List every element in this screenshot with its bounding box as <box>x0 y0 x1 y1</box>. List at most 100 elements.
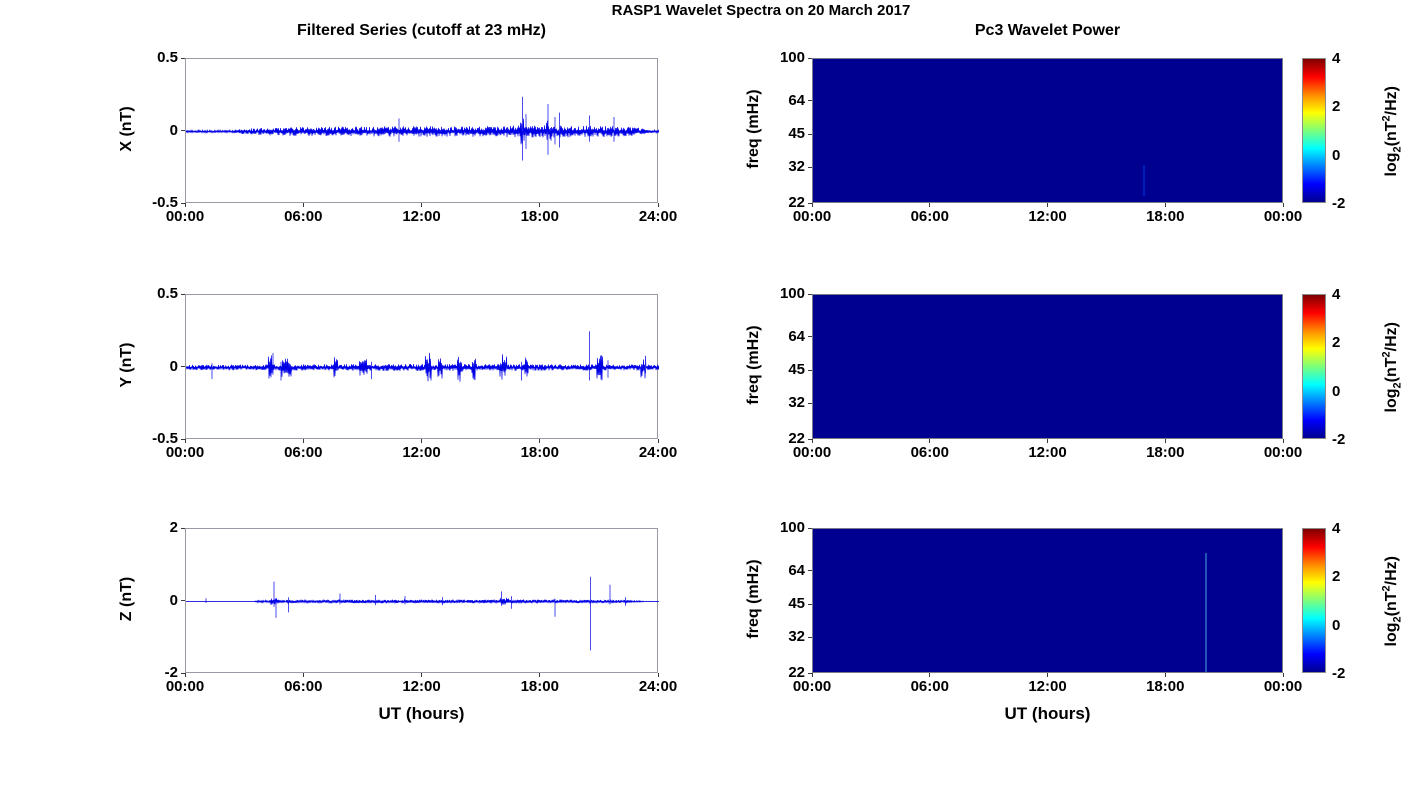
x-tick-mark <box>184 673 186 677</box>
z-series-trace <box>186 576 659 651</box>
y-tick-label: 45 <box>788 595 805 613</box>
colorbar-tick-label: 4 <box>1332 286 1341 303</box>
x-tick-label: 00:00 <box>1263 678 1303 695</box>
y-tick-mark <box>181 438 185 440</box>
colorbar-tick-label: -2 <box>1332 431 1346 448</box>
y-tick-mark <box>808 293 812 295</box>
y-tick-label: -2 <box>164 664 178 681</box>
y-tick-mark <box>808 336 812 338</box>
colorbar-gradient <box>1302 58 1326 203</box>
colorbar-tick-label: 4 <box>1332 50 1341 67</box>
x-tick-mark <box>184 203 186 207</box>
x-axis-label-right: UT (hours) <box>1004 704 1091 723</box>
x-tick-label: 18:00 <box>1146 678 1185 695</box>
colorbar-tick-label: 2 <box>1332 568 1341 586</box>
y-tick-label: 0 <box>169 591 178 609</box>
panel-x-timeseries: X (nT) 00:00 06:00 12:00 18:00 24:00 0.5 0 -0.5 <box>118 49 677 225</box>
x-tick-mark <box>811 673 813 677</box>
x-tick-label: 18:00 <box>1146 208 1185 225</box>
x-tick-mark <box>421 203 422 207</box>
x-tick-label: 12:00 <box>402 678 441 695</box>
y-tick-mark <box>808 100 812 102</box>
x-tick-label: 06:00 <box>910 208 949 225</box>
y-tick-label: 45 <box>788 361 805 379</box>
y-series-trace <box>186 331 659 382</box>
power-enhancement-stripe <box>1143 165 1146 196</box>
x-tick-label: 12:00 <box>1028 678 1067 695</box>
x-tick-label: 18:00 <box>1146 444 1185 461</box>
x-tick-mark <box>1282 203 1284 207</box>
x-tick-mark <box>811 203 813 207</box>
x-tick-mark <box>1164 203 1166 207</box>
y-tick-mark <box>808 438 812 440</box>
y-tick-label: 0 <box>169 357 178 375</box>
y-tick-label: 22 <box>788 430 805 447</box>
x-tick-mark <box>302 203 304 207</box>
x-axis-label-left: UT (hours) <box>378 704 465 723</box>
x-tick-label: 18:00 <box>520 208 559 225</box>
x-tick-mark <box>539 203 541 207</box>
x-tick-mark <box>929 203 931 207</box>
y-tick-label: 100 <box>779 285 805 302</box>
colorbar-tick-label: 2 <box>1332 334 1341 352</box>
x-tick-mark <box>184 439 186 443</box>
x-tick-label: 00:00 <box>792 678 832 695</box>
y-tick-mark <box>808 202 812 204</box>
y-tick-mark <box>808 370 812 371</box>
left-column-title: Filtered Series (cutoff at 23 mHz) <box>297 22 546 39</box>
right-column-title: Pc3 Wavelet Power <box>974 22 1121 39</box>
x-tick-label: 12:00 <box>1028 444 1067 461</box>
colorbar-tick-label: 0 <box>1332 146 1341 164</box>
x-tick-label: 06:00 <box>284 208 323 225</box>
colorbar-tick-label: 2 <box>1332 98 1341 116</box>
x-tick-mark <box>929 439 931 443</box>
colorbar-gradient <box>1302 294 1326 439</box>
y-tick-mark <box>808 604 812 605</box>
x-wavelet-heatmap <box>812 58 1283 203</box>
x-series-trace <box>186 96 659 161</box>
x-tick-label: 24:00 <box>638 208 678 225</box>
x-tick-mark <box>657 203 659 207</box>
x-tick-mark <box>657 439 659 443</box>
y-tick-mark <box>808 166 812 168</box>
y-tick-mark <box>181 57 185 59</box>
y-tick-label: -0.5 <box>152 194 178 211</box>
x-tick-mark <box>1164 439 1166 443</box>
y-tick-label: 64 <box>788 91 805 109</box>
y-tick-mark <box>181 202 185 204</box>
x-tick-label: 06:00 <box>910 444 949 461</box>
panel-y-timeseries: Y (nT) 00:00 06:00 12:00 18:00 24:00 0.5 0 -0.5 <box>118 285 677 461</box>
y-tick-label: 64 <box>788 327 805 345</box>
y-tick-label: 100 <box>779 49 805 66</box>
y-tick-label: 22 <box>788 194 805 211</box>
x-tick-label: 24:00 <box>638 444 678 461</box>
y-tick-mark <box>181 293 185 295</box>
colorbar-label: log2(nT2/Hz) <box>1380 86 1404 177</box>
y-tick-label: 0.5 <box>157 285 178 302</box>
y-tick-label: -0.5 <box>152 430 178 447</box>
x-tick-label: 00:00 <box>1263 444 1303 461</box>
y-tick-label: 64 <box>788 561 805 579</box>
y-tick-label: 2 <box>169 519 178 536</box>
y-tick-label: 0.5 <box>157 49 178 66</box>
y-tick-mark <box>181 527 185 529</box>
x-tick-mark <box>1164 673 1166 677</box>
x-tick-mark <box>1047 203 1048 207</box>
x-tick-label: 06:00 <box>284 678 323 695</box>
y-tick-mark <box>808 134 812 135</box>
x-tick-mark <box>1282 439 1284 443</box>
y-tick-mark <box>808 672 812 674</box>
x-tick-label: 18:00 <box>520 444 559 461</box>
colorbar-tick-label: 4 <box>1332 520 1341 537</box>
y-tick-mark <box>181 672 185 674</box>
x-tick-mark <box>1047 673 1048 677</box>
x-tick-mark <box>929 673 931 677</box>
x-tick-label: 12:00 <box>402 208 441 225</box>
x-tick-label: 24:00 <box>638 678 678 695</box>
x-tick-mark <box>302 439 304 443</box>
y-tick-mark <box>181 600 185 601</box>
x-tick-label: 12:00 <box>1028 208 1067 225</box>
y-tick-label: 32 <box>788 628 805 646</box>
x-tick-label: 06:00 <box>910 678 949 695</box>
